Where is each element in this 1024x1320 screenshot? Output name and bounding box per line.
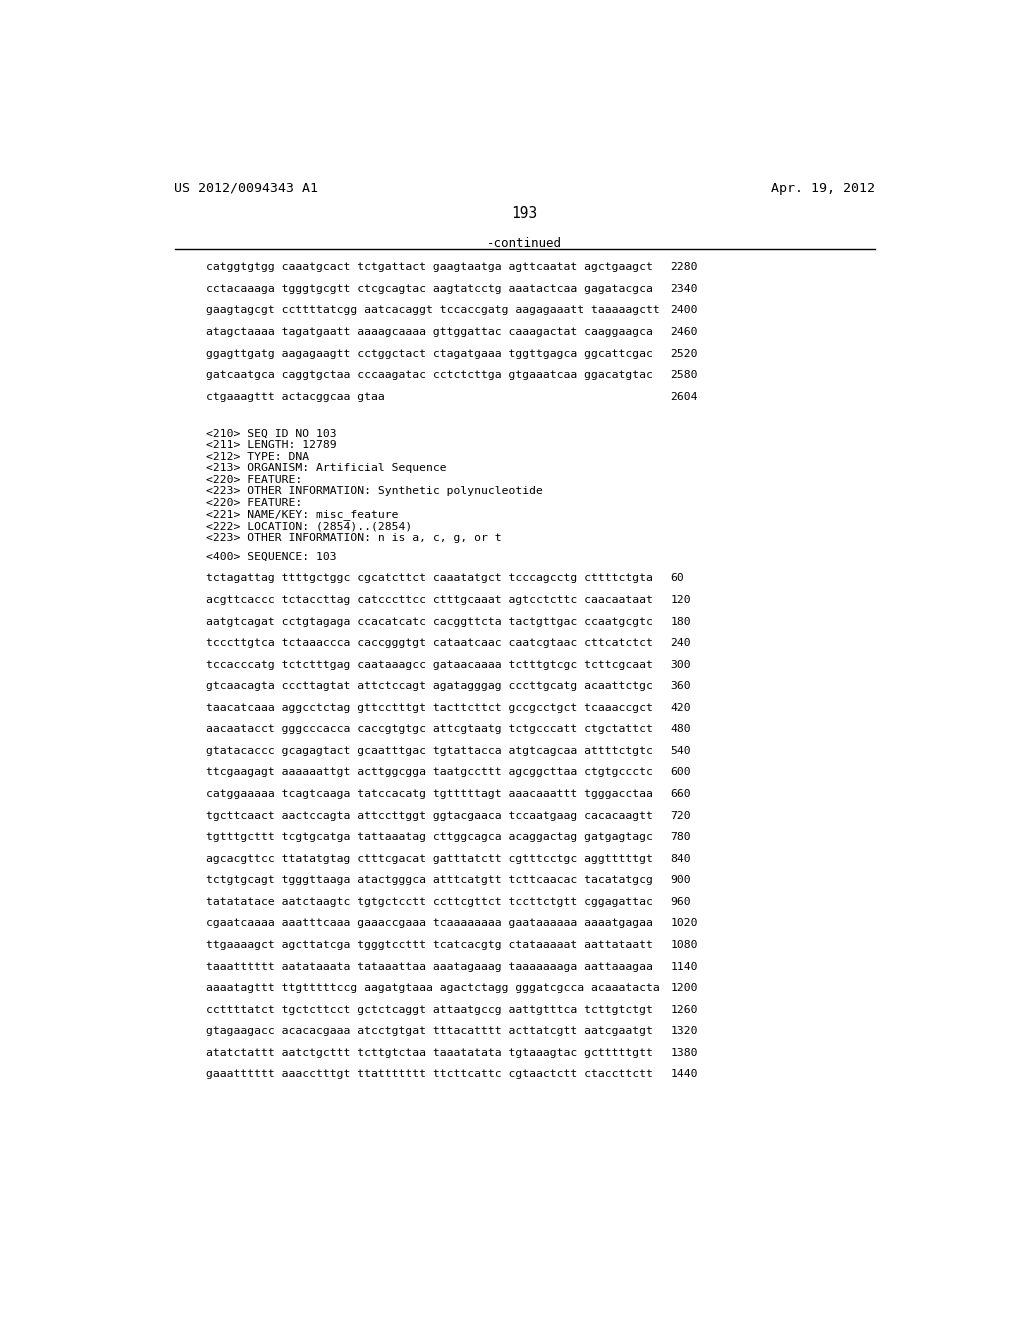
Text: tgcttcaact aactccagta attccttggt ggtacgaaca tccaatgaag cacacaagtt: tgcttcaact aactccagta attccttggt ggtacga… [206,810,652,821]
Text: gtcaacagta cccttagtat attctccagt agatagggag cccttgcatg acaattctgc: gtcaacagta cccttagtat attctccagt agatagg… [206,681,652,692]
Text: agcacgttcc ttatatgtag ctttcgacat gatttatctt cgtttcctgc aggtttttgt: agcacgttcc ttatatgtag ctttcgacat gatttat… [206,854,652,863]
Text: <213> ORGANISM: Artificial Sequence: <213> ORGANISM: Artificial Sequence [206,463,446,474]
Text: ttgaaaagct agcttatcga tgggtccttt tcatcacgtg ctataaaaat aattataatt: ttgaaaagct agcttatcga tgggtccttt tcatcac… [206,940,652,950]
Text: Apr. 19, 2012: Apr. 19, 2012 [771,182,876,194]
Text: 1080: 1080 [671,940,698,950]
Text: gaagtagcgt ccttttatcgg aatcacaggt tccaccgatg aagagaaatt taaaaagctt: gaagtagcgt ccttttatcgg aatcacaggt tccacc… [206,305,659,315]
Text: 1260: 1260 [671,1005,698,1015]
Text: tctagattag ttttgctggc cgcatcttct caaatatgct tcccagcctg cttttctgta: tctagattag ttttgctggc cgcatcttct caaatat… [206,573,652,583]
Text: 780: 780 [671,832,691,842]
Text: <212> TYPE: DNA: <212> TYPE: DNA [206,451,308,462]
Text: <400> SEQUENCE: 103: <400> SEQUENCE: 103 [206,552,336,562]
Text: 1140: 1140 [671,961,698,972]
Text: 120: 120 [671,595,691,605]
Text: 2520: 2520 [671,348,698,359]
Text: 960: 960 [671,896,691,907]
Text: 2460: 2460 [671,327,698,337]
Text: atagctaaaa tagatgaatt aaaagcaaaa gttggattac caaagactat caaggaagca: atagctaaaa tagatgaatt aaaagcaaaa gttggat… [206,327,652,337]
Text: gtatacaccc gcagagtact gcaatttgac tgtattacca atgtcagcaa attttctgtc: gtatacaccc gcagagtact gcaatttgac tgtatta… [206,746,652,756]
Text: <210> SEQ ID NO 103: <210> SEQ ID NO 103 [206,429,336,438]
Text: 2280: 2280 [671,263,698,272]
Text: 1200: 1200 [671,983,698,993]
Text: atatctattt aatctgcttt tcttgtctaa taaatatata tgtaaagtac gctttttgtt: atatctattt aatctgcttt tcttgtctaa taaatat… [206,1048,652,1057]
Text: <220> FEATURE:: <220> FEATURE: [206,498,302,508]
Text: aacaatacct gggcccacca caccgtgtgc attcgtaatg tctgcccatt ctgctattct: aacaatacct gggcccacca caccgtgtgc attcgta… [206,725,652,734]
Text: 60: 60 [671,573,684,583]
Text: 720: 720 [671,810,691,821]
Text: 2580: 2580 [671,370,698,380]
Text: US 2012/0094343 A1: US 2012/0094343 A1 [174,182,318,194]
Text: tctgtgcagt tgggttaaga atactgggca atttcatgtt tcttcaacac tacatatgcg: tctgtgcagt tgggttaaga atactgggca atttcat… [206,875,652,886]
Text: 840: 840 [671,854,691,863]
Text: cgaatcaaaa aaatttcaaa gaaaccgaaa tcaaaaaaaa gaataaaaaa aaaatgagaa: cgaatcaaaa aaatttcaaa gaaaccgaaa tcaaaaa… [206,919,652,928]
Text: <221> NAME/KEY: misc_feature: <221> NAME/KEY: misc_feature [206,510,398,520]
Text: 360: 360 [671,681,691,692]
Text: ccttttatct tgctcttcct gctctcaggt attaatgccg aattgtttca tcttgtctgt: ccttttatct tgctcttcct gctctcaggt attaatg… [206,1005,652,1015]
Text: 660: 660 [671,789,691,799]
Text: tccacccatg tctctttgag caataaagcc gataacaaaa tctttgtcgc tcttcgcaat: tccacccatg tctctttgag caataaagcc gataaca… [206,660,652,669]
Text: 540: 540 [671,746,691,756]
Text: 2340: 2340 [671,284,698,294]
Text: catggtgtgg caaatgcact tctgattact gaagtaatga agttcaatat agctgaagct: catggtgtgg caaatgcact tctgattact gaagtaa… [206,263,652,272]
Text: 180: 180 [671,616,691,627]
Text: 1380: 1380 [671,1048,698,1057]
Text: taacatcaaa aggcctctag gttcctttgt tacttcttct gccgcctgct tcaaaccgct: taacatcaaa aggcctctag gttcctttgt tacttct… [206,702,652,713]
Text: aaaatagttt ttgtttttccg aagatgtaaa agactctagg gggatcgcca acaaatacta: aaaatagttt ttgtttttccg aagatgtaaa agactc… [206,983,659,993]
Text: 240: 240 [671,638,691,648]
Text: <211> LENGTH: 12789: <211> LENGTH: 12789 [206,441,336,450]
Text: acgttcaccc tctaccttag catcccttcc ctttgcaaat agtcctcttc caacaataat: acgttcaccc tctaccttag catcccttcc ctttgca… [206,595,652,605]
Text: catggaaaaa tcagtcaaga tatccacatg tgtttttagt aaacaaattt tgggacctaa: catggaaaaa tcagtcaaga tatccacatg tgttttt… [206,789,652,799]
Text: 420: 420 [671,702,691,713]
Text: tcccttgtca tctaaaccca caccgggtgt cataatcaac caatcgtaac cttcatctct: tcccttgtca tctaaaccca caccgggtgt cataatc… [206,638,652,648]
Text: 600: 600 [671,767,691,777]
Text: ctgaaagttt actacggcaa gtaa: ctgaaagttt actacggcaa gtaa [206,392,384,401]
Text: 2604: 2604 [671,392,698,401]
Text: 2400: 2400 [671,305,698,315]
Text: 1020: 1020 [671,919,698,928]
Text: cctacaaaga tgggtgcgtt ctcgcagtac aagtatcctg aaatactcaa gagatacgca: cctacaaaga tgggtgcgtt ctcgcagtac aagtatc… [206,284,652,294]
Text: 1440: 1440 [671,1069,698,1080]
Text: gaaatttttt aaacctttgt ttattttttt ttcttcattc cgtaactctt ctaccttctt: gaaatttttt aaacctttgt ttattttttt ttcttca… [206,1069,652,1080]
Text: 300: 300 [671,660,691,669]
Text: <220> FEATURE:: <220> FEATURE: [206,475,302,484]
Text: 900: 900 [671,875,691,886]
Text: tatatatace aatctaagtc tgtgctcctt ccttcgttct tccttctgtt cggagattac: tatatatace aatctaagtc tgtgctcctt ccttcgt… [206,896,652,907]
Text: 1320: 1320 [671,1026,698,1036]
Text: -continued: -continued [487,238,562,249]
Text: ggagttgatg aagagaagtt cctggctact ctagatgaaa tggttgagca ggcattcgac: ggagttgatg aagagaagtt cctggctact ctagatg… [206,348,652,359]
Text: aatgtcagat cctgtagaga ccacatcatc cacggttcta tactgttgac ccaatgcgtc: aatgtcagat cctgtagaga ccacatcatc cacggtt… [206,616,652,627]
Text: tgtttgcttt tcgtgcatga tattaaatag cttggcagca acaggactag gatgagtagc: tgtttgcttt tcgtgcatga tattaaatag cttggca… [206,832,652,842]
Text: <222> LOCATION: (2854)..(2854): <222> LOCATION: (2854)..(2854) [206,521,412,531]
Text: 193: 193 [512,206,538,222]
Text: gatcaatgca caggtgctaa cccaagatac cctctcttga gtgaaatcaa ggacatgtac: gatcaatgca caggtgctaa cccaagatac cctctct… [206,370,652,380]
Text: <223> OTHER INFORMATION: n is a, c, g, or t: <223> OTHER INFORMATION: n is a, c, g, o… [206,533,501,543]
Text: ttcgaagagt aaaaaattgt acttggcgga taatgccttt agcggcttaa ctgtgccctc: ttcgaagagt aaaaaattgt acttggcgga taatgcc… [206,767,652,777]
Text: gtagaagacc acacacgaaa atcctgtgat tttacatttt acttatcgtt aatcgaatgt: gtagaagacc acacacgaaa atcctgtgat tttacat… [206,1026,652,1036]
Text: <223> OTHER INFORMATION: Synthetic polynucleotide: <223> OTHER INFORMATION: Synthetic polyn… [206,487,543,496]
Text: 480: 480 [671,725,691,734]
Text: taaatttttt aatataaata tataaattaa aaatagaaag taaaaaaaga aattaaagaa: taaatttttt aatataaata tataaattaa aaataga… [206,961,652,972]
